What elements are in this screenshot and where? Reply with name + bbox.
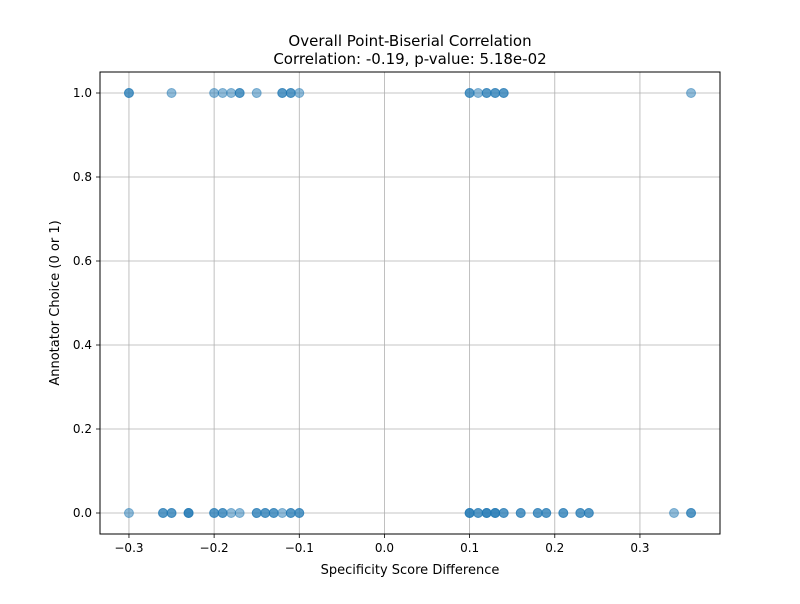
x-tick-label: 0.2 [545, 541, 564, 555]
data-point [498, 508, 509, 518]
data-point [234, 508, 245, 518]
y-tick-label: 0.4 [73, 338, 92, 352]
data-point [226, 508, 237, 518]
data-point [515, 508, 526, 518]
data-point [234, 88, 245, 98]
data-point [277, 88, 288, 98]
data-points [123, 88, 697, 518]
y-tick-label: 0.0 [73, 506, 92, 520]
data-point [268, 508, 279, 518]
data-point [541, 508, 552, 518]
x-tick-label: −0.2 [200, 541, 229, 555]
data-point [251, 88, 262, 98]
data-point [285, 508, 296, 518]
x-tick-label: −0.3 [114, 541, 143, 555]
data-point [277, 508, 288, 518]
data-point [481, 88, 492, 98]
data-point [498, 88, 509, 98]
y-tick-label: 1.0 [73, 86, 92, 100]
data-point [209, 508, 220, 518]
data-point [464, 508, 475, 518]
data-point [294, 88, 305, 98]
data-point [686, 88, 697, 98]
data-point [158, 508, 169, 518]
data-point [217, 508, 228, 518]
data-point [166, 88, 177, 98]
data-point [123, 88, 134, 98]
data-point [166, 508, 177, 518]
y-tick-label: 0.2 [73, 422, 92, 436]
data-point [583, 508, 594, 518]
data-point [217, 88, 228, 98]
data-point [183, 508, 194, 518]
data-point [226, 88, 237, 98]
x-axis-label: Specificity Score Difference [321, 563, 500, 578]
x-tick-label: −0.1 [285, 541, 314, 555]
x-tick-label: 0.1 [460, 541, 479, 555]
chart-subtitle: Correlation: -0.19, p-value: 5.18e-02 [273, 50, 546, 68]
data-point [473, 508, 484, 518]
chart-title: Overall Point-Biserial Correlation [288, 32, 531, 50]
y-axis-label: Annotator Choice (0 or 1) [48, 220, 63, 385]
data-point [285, 88, 296, 98]
axes: −0.3 −0.2 −0.1 0.0 0.1 0.2 0.3 0.0 0.2 0.4 0.6 0.8 1… [73, 71, 721, 555]
grid-lines [100, 72, 720, 534]
data-point [575, 508, 586, 518]
data-point [294, 508, 305, 518]
x-tick-label: 0.0 [375, 541, 394, 555]
data-point [558, 508, 569, 518]
data-point [464, 88, 475, 98]
plot-frame [99, 71, 721, 535]
data-point [481, 508, 492, 518]
data-point [473, 88, 484, 98]
x-tick-label: 0.3 [630, 541, 649, 555]
data-point [532, 508, 543, 518]
y-tick-label: 0.8 [73, 170, 92, 184]
data-point [123, 508, 134, 518]
data-point [260, 508, 271, 518]
data-point [686, 508, 697, 518]
y-tick-label: 0.6 [73, 254, 92, 268]
data-point [669, 508, 680, 518]
data-point [490, 88, 501, 98]
data-point [209, 88, 220, 98]
data-point [490, 508, 501, 518]
data-point [251, 508, 262, 518]
